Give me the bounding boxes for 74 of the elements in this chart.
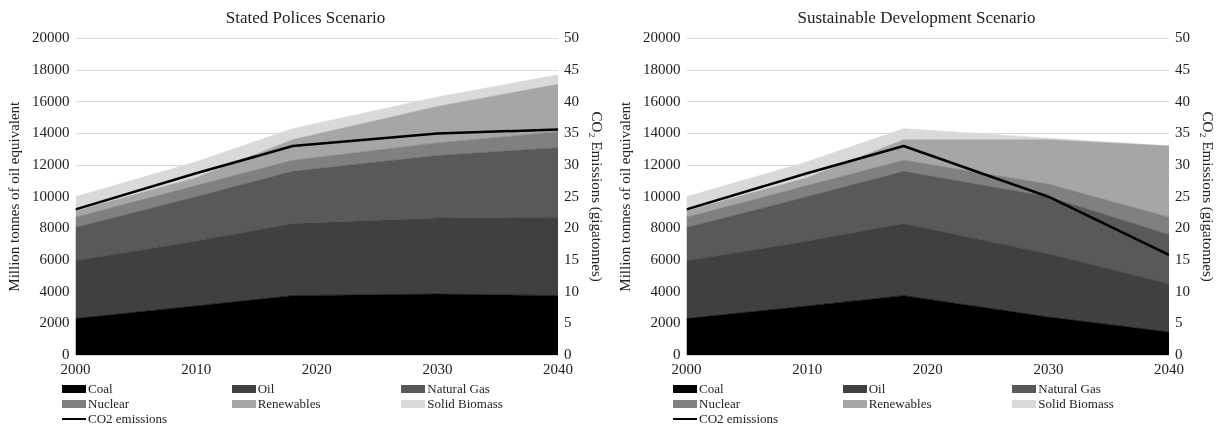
y2-tick-label: 10 xyxy=(1175,282,1190,299)
legend-label: Coal xyxy=(88,381,113,396)
x-tick-label: 2000 xyxy=(671,360,702,377)
y-tick-label: 6000 xyxy=(650,250,681,267)
legend-label: CO2 emissions xyxy=(88,411,168,426)
y2-tick-label: 50 xyxy=(564,29,579,46)
y2-tick-label: 40 xyxy=(564,92,579,109)
x-tick-label: 2000 xyxy=(60,360,91,377)
y-tick-label: 0 xyxy=(673,345,681,362)
y-tick-label: 16000 xyxy=(643,92,681,109)
y-tick-label: 10000 xyxy=(643,187,681,204)
y2-tick-label: 50 xyxy=(1175,29,1190,46)
x-tick-label: 2040 xyxy=(1154,360,1184,377)
y2-tick-label: 20 xyxy=(564,219,579,236)
x-tick-label: 2010 xyxy=(181,360,212,377)
y2-tick-label: 25 xyxy=(1175,187,1190,204)
y-tick-label: 8000 xyxy=(39,219,70,236)
x-tick-label: 2020 xyxy=(301,360,332,377)
y-tick-label: 12000 xyxy=(643,155,681,172)
y2-tick-label: 15 xyxy=(564,250,579,267)
x-tick-label: 2010 xyxy=(792,360,823,377)
legend-label: Nuclear xyxy=(88,396,130,411)
legend-label: Coal xyxy=(699,381,724,396)
x-tick-label: 2020 xyxy=(912,360,943,377)
y-tick-label: 20000 xyxy=(32,29,70,46)
y2-tick-label: 0 xyxy=(564,345,572,362)
legend-label: Oil xyxy=(868,381,886,396)
y-tick-label: 0 xyxy=(62,345,70,362)
y2-tick-label: 20 xyxy=(1175,219,1190,236)
y2-axis-title: CO₂ Emissions (gigatonnes) xyxy=(1199,111,1217,282)
y2-tick-label: 5 xyxy=(1175,314,1183,331)
y-tick-label: 16000 xyxy=(32,92,70,109)
legend-label: Solid Biomass xyxy=(427,396,503,411)
y-tick-label: 14000 xyxy=(643,124,681,141)
y-tick-label: 2000 xyxy=(650,314,681,331)
y-tick-label: 8000 xyxy=(650,219,681,236)
legend-label: Solid Biomass xyxy=(1038,396,1114,411)
legend-label: Natural Gas xyxy=(427,381,490,396)
y2-tick-label: 35 xyxy=(1175,124,1190,141)
y-tick-label: 4000 xyxy=(650,282,681,299)
y-axis-title: Million tonnes of oil equivalent xyxy=(616,100,633,292)
y-tick-label: 10000 xyxy=(32,187,70,204)
legend-label: Natural Gas xyxy=(1038,381,1101,396)
y2-tick-label: 25 xyxy=(564,187,579,204)
x-tick-label: 2030 xyxy=(1033,360,1064,377)
y2-tick-label: 45 xyxy=(1175,61,1190,77)
y2-tick-label: 0 xyxy=(1175,345,1183,362)
y-axis-title: Million tonnes of oil equivalent xyxy=(5,100,22,292)
y2-tick-label: 30 xyxy=(564,155,579,172)
x-tick-label: 2030 xyxy=(422,360,453,377)
y2-tick-label: 15 xyxy=(1175,250,1190,267)
y-tick-label: 18000 xyxy=(32,61,70,77)
y2-axis-title: CO₂ Emissions (gigatonnes) xyxy=(588,111,606,282)
y-tick-label: 18000 xyxy=(643,61,681,77)
y-tick-label: 6000 xyxy=(39,250,70,267)
y-tick-label: 20000 xyxy=(643,29,681,46)
y2-tick-label: 40 xyxy=(1175,92,1190,109)
y2-tick-label: 30 xyxy=(1175,155,1190,172)
legend-label: Oil xyxy=(257,381,275,396)
y2-tick-label: 45 xyxy=(564,61,579,77)
y2-tick-label: 10 xyxy=(564,282,579,299)
chart-title: Stated Polices Scenario xyxy=(225,7,386,27)
legend-label: Renewables xyxy=(257,396,321,411)
x-tick-label: 2040 xyxy=(543,360,573,377)
y2-tick-label: 35 xyxy=(564,124,579,141)
legend-label: CO2 emissions xyxy=(699,411,779,426)
chart-title: Sustainable Development Scenario xyxy=(797,7,1036,27)
y-tick-label: 14000 xyxy=(32,124,70,141)
y-tick-label: 12000 xyxy=(32,155,70,172)
y2-tick-label: 5 xyxy=(564,314,572,331)
y-tick-label: 4000 xyxy=(39,282,70,299)
legend-label: Renewables xyxy=(868,396,932,411)
legend-label: Nuclear xyxy=(699,396,741,411)
y-tick-label: 2000 xyxy=(39,314,70,331)
